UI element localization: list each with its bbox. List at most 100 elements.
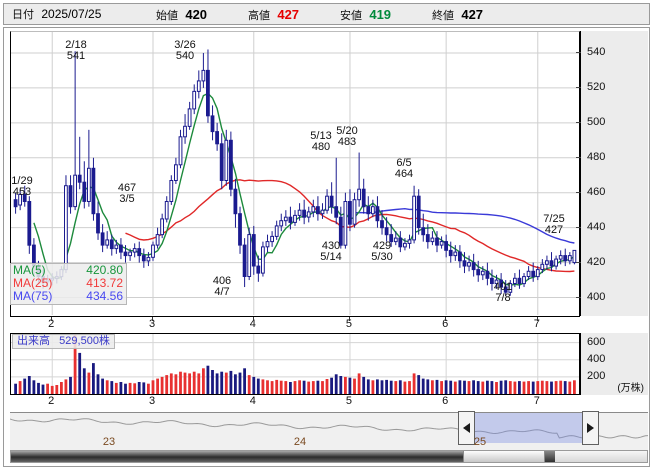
price-y-axis: 540 520 500 480 460 440 420 400	[576, 31, 648, 316]
range-navigator[interactable]: 23 24 25	[10, 411, 648, 450]
price-x-axis-tick	[252, 317, 254, 321]
volume-svg	[11, 334, 579, 394]
navigator-sparkline	[10, 418, 648, 439]
ma-legend-value: 413.72	[86, 276, 123, 290]
header-open: 始値 420	[156, 6, 207, 25]
annotation-date: 5/14	[320, 251, 342, 263]
navigator-year-label: 24	[293, 436, 307, 448]
price-annotation: 5/13 480	[310, 131, 331, 153]
price-x-axis-tick	[152, 317, 153, 321]
volume-chart[interactable]	[10, 333, 580, 395]
price-axis-tick	[576, 261, 581, 263]
price-axis-tick	[576, 121, 581, 123]
ma-legend-value: 434.56	[86, 289, 123, 303]
price-axis-label: 500	[587, 115, 606, 128]
price-annotation: 406 4/7	[213, 276, 231, 298]
price-annotation: 5/20 483	[336, 126, 357, 148]
annotation-date: 1/29	[11, 175, 33, 187]
ma-legend-row: MA(25) 413.72	[13, 277, 123, 290]
volume-plot-area[interactable]	[10, 333, 580, 395]
price-annotation: 7/25 427	[543, 214, 564, 236]
annotation-date: 3/26	[174, 39, 196, 51]
annotation-date: 3/5	[119, 193, 135, 205]
price-axis-tick	[576, 226, 581, 228]
price-x-axis-label: 3	[148, 318, 156, 330]
price-x-axis-tick	[348, 317, 350, 321]
close-value: 427	[461, 7, 484, 22]
annotation-price: 480	[311, 141, 331, 153]
header-low: 安値 419	[340, 6, 391, 25]
ma-legend-name: MA(75)	[13, 289, 53, 303]
annotation-price: 467	[117, 182, 137, 194]
price-axis-label: 540	[587, 45, 606, 58]
volume-x-axis-label: 5	[345, 395, 353, 407]
annotation-price: 430	[321, 240, 341, 252]
volume-x-axis: 2 3 4 5 6 7	[10, 395, 580, 409]
annotation-date: 7/8	[495, 292, 511, 304]
price-axis-tick	[576, 191, 581, 193]
low-value: 419	[369, 7, 392, 22]
price-x-axis-label: 5	[345, 318, 353, 330]
quote-header: 日付 2025/07/25 始値 420 高値 427 安値 419 終値 42…	[3, 3, 650, 25]
volume-legend-value: 529,500株	[59, 335, 110, 347]
price-annotation: 2/18 541	[65, 40, 86, 62]
price-annotation: 430 5/14	[320, 241, 341, 263]
close-label: 終値	[432, 10, 454, 22]
annotation-price: 427	[544, 224, 564, 236]
navigator-year-label: 25	[473, 436, 487, 448]
volume-axis-label: 200	[587, 369, 606, 382]
annotation-price: 401	[493, 281, 513, 293]
price-x-axis-tick	[536, 317, 538, 321]
navigator-left-handle[interactable]	[458, 411, 475, 445]
price-x-axis-label: 2	[48, 318, 55, 330]
header-close: 終値 427	[432, 6, 483, 25]
price-axis-label: 480	[587, 150, 606, 163]
annotation-price: 464	[394, 168, 414, 180]
date-value: 2025/07/25	[41, 7, 102, 21]
annotation-date: 4/7	[214, 286, 230, 298]
annotation-date: 5/20	[336, 125, 358, 137]
volume-x-axis-label: 4	[249, 395, 256, 407]
scrollbar-track-left[interactable]	[11, 451, 463, 462]
ma-legend-name: MA(25)	[13, 276, 53, 290]
moving-average-legend: MA(5) 420.80 MA(25) 413.72 MA(75) 434.56	[10, 263, 127, 305]
volume-axis-label: 600	[587, 335, 606, 348]
price-annotation: 3/26 540	[174, 40, 195, 62]
annotation-price: 429	[372, 240, 392, 252]
volume-x-axis-label: 2	[48, 395, 55, 407]
scrollbar-track-right[interactable]	[545, 451, 555, 462]
volume-x-axis-label: 7	[533, 395, 540, 407]
price-annotation: 6/5 464	[395, 158, 413, 180]
price-axis-label: 440	[587, 220, 606, 233]
annotation-date: 7/25	[543, 213, 565, 225]
volume-axis-label: 400	[587, 352, 606, 365]
price-axis-label: 420	[587, 255, 606, 268]
volume-x-axis-label: 3	[148, 395, 156, 407]
price-annotation: 401 7/8	[494, 282, 512, 304]
price-svg	[11, 32, 579, 315]
price-axis-tick	[576, 156, 581, 158]
ma-legend-name: MA(5)	[13, 263, 46, 277]
price-axis-label: 520	[587, 80, 606, 93]
price-x-axis-label: 7	[533, 318, 540, 330]
navigator-selection[interactable]	[467, 413, 590, 443]
annotation-price: 541	[66, 50, 86, 62]
navigator-right-handle[interactable]	[582, 411, 599, 445]
scrollbar-thumb[interactable]	[463, 451, 545, 462]
open-label: 始値	[156, 10, 178, 22]
horizontal-scrollbar[interactable]	[10, 450, 648, 463]
price-x-axis-label: 4	[249, 318, 256, 330]
ma-legend-row: MA(75) 434.56	[13, 290, 123, 303]
annotation-date: 2/18	[65, 39, 87, 51]
price-x-axis: 2 3 4 5 6 7	[10, 316, 580, 332]
ma-legend-row: MA(5) 420.80	[13, 264, 123, 277]
price-axis-label: 400	[587, 290, 606, 303]
header-date: 日付 2025/07/25	[12, 6, 101, 24]
volume-unit-label: (万株)	[617, 383, 644, 394]
navigator-year-label: 23	[102, 436, 116, 448]
header-high: 高値 427	[248, 6, 299, 25]
price-x-axis-tick	[51, 317, 53, 321]
price-axis-tick	[576, 51, 581, 53]
ma-legend-value: 420.80	[86, 263, 123, 277]
